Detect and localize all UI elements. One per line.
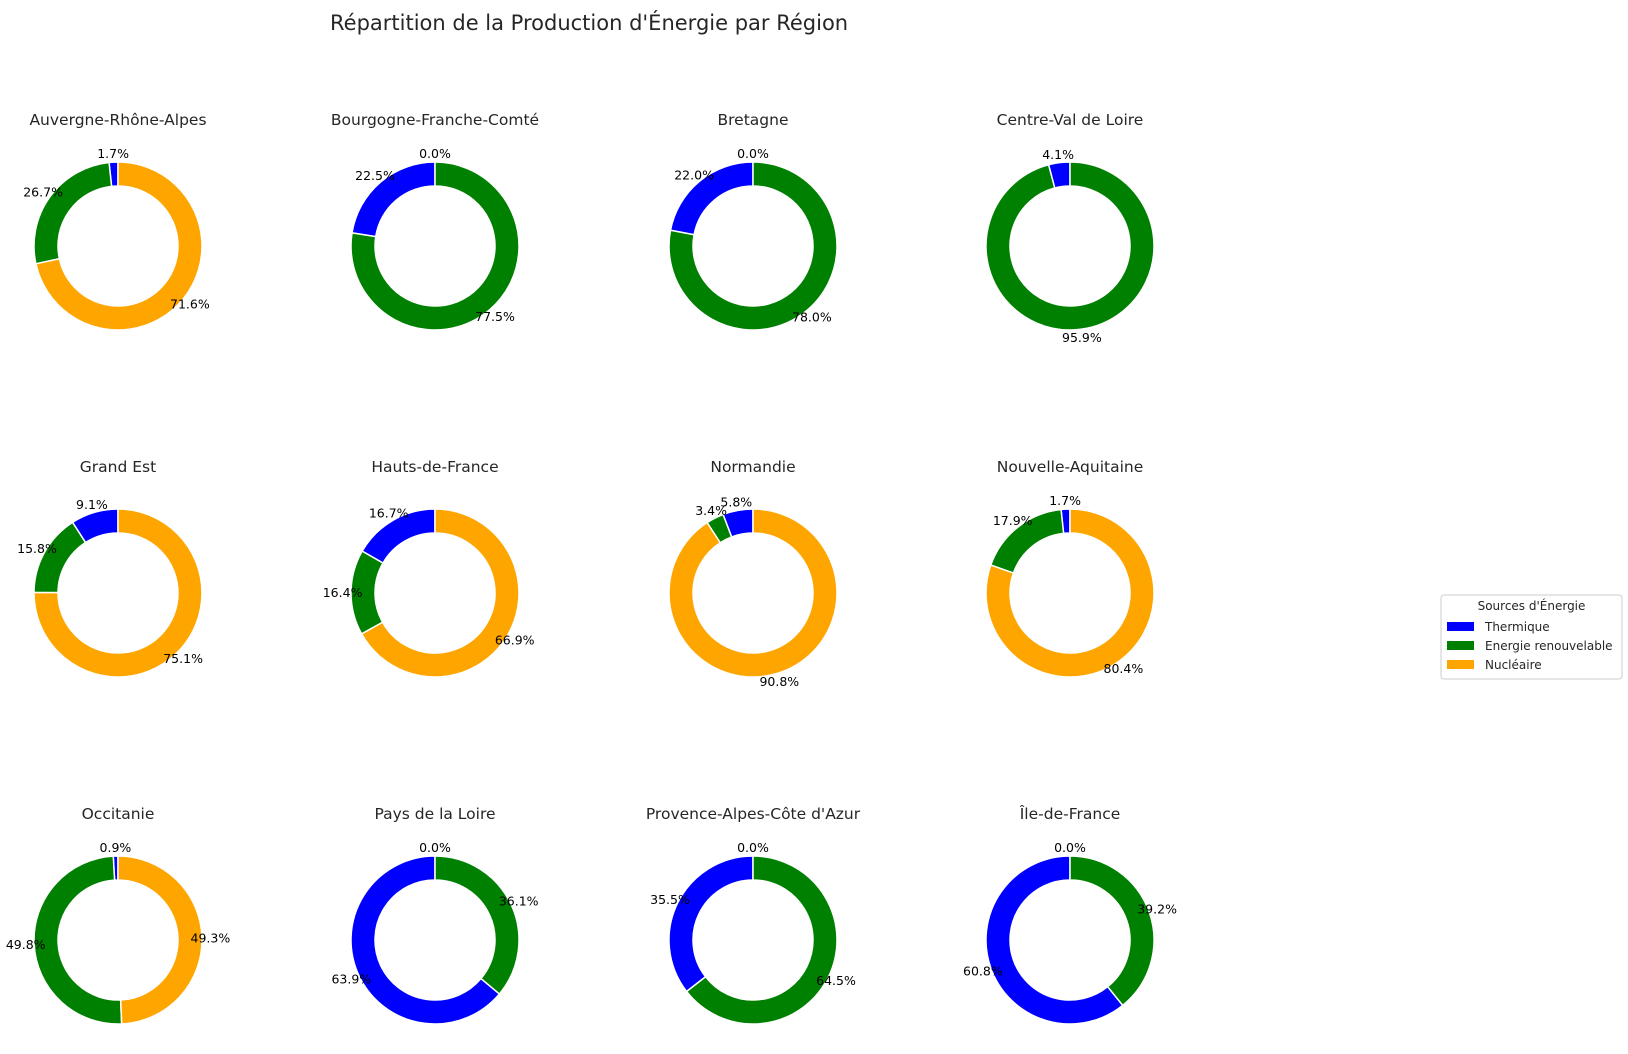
slice-energie-renouvelable: [985, 161, 1155, 331]
chart-title: Répartition de la Production d'Énergie p…: [330, 10, 848, 35]
slice-thermique: [350, 855, 501, 1025]
slice-thermique: [985, 855, 1124, 1025]
slice-label-nucleaire: 0.0%: [1054, 840, 1086, 855]
slice-energie-renouvelable: [668, 161, 838, 331]
slice-label-nucleaire: 90.8%: [759, 674, 799, 689]
slice-energie-renouvelable: [33, 521, 87, 594]
legend-frame: [1440, 594, 1623, 680]
donut-title: Provence-Alpes-Côte d'Azur: [646, 805, 861, 823]
slice-label-nucleaire: 0.0%: [419, 146, 451, 161]
slice-nucleaire: [360, 508, 520, 678]
donut-auvergne-rhone-alpes: Auvergne-Rhône-Alpes 1.7% 26.7% 71.6%: [23, 111, 210, 331]
slice-label-energie-renouvelable: 95.9%: [1062, 330, 1102, 345]
legend-label-thermique: Thermique: [1484, 620, 1550, 634]
slice-nucleaire: [985, 508, 1155, 678]
donut-title: Centre-Val de Loire: [997, 111, 1144, 129]
donut-title: Pays de la Loire: [374, 805, 495, 823]
slice-label-nucleaire: 66.9%: [495, 632, 535, 647]
donut-title: Auvergne-Rhône-Alpes: [29, 111, 206, 129]
donut-title: Île-de-France: [1019, 804, 1121, 823]
slice-energie-renouvelable: [33, 161, 113, 265]
slice-label-energie-renouvelable: 39.2%: [1137, 902, 1177, 917]
donut-bretagne: Bretagne 22.0% 78.0% 0.0%: [668, 111, 838, 331]
donut-occitanie: Occitanie 0.9% 49.8% 49.3%: [6, 805, 231, 1025]
slice-thermique: [668, 855, 754, 993]
legend: Sources d'Énergie Thermique Energie renouv…: [1440, 594, 1623, 680]
slice-label-thermique: 9.1%: [76, 497, 108, 512]
slice-label-nucleaire: 80.4%: [1104, 661, 1144, 676]
slice-label-thermique: 63.9%: [331, 972, 371, 987]
slice-label-thermique: 1.7%: [97, 146, 129, 161]
slice-label-thermique: 22.5%: [355, 168, 395, 183]
donut-normandie: Normandie 5.8%3.4% 90.8%: [668, 458, 838, 689]
slice-label-thermique: 60.8%: [963, 963, 1003, 978]
legend-label-nucleaire: Nucléaire: [1485, 658, 1542, 672]
legend-label-energie-renouvelable: Energie renouvelable: [1485, 639, 1613, 653]
slice-label-energie-renouvelable: 15.8%: [17, 541, 57, 556]
legend-title: Sources d'Énergie: [1478, 598, 1586, 613]
slice-label-nucleaire: 0.0%: [737, 840, 769, 855]
donut-nouvelle-aquitaine: Nouvelle-Aquitaine 1.7% 17.9% 80.4%: [985, 458, 1155, 678]
donut-bourgogne-franche-comte: Bourgogne-Franche-Comté 22.5% 77.5% 0.0%: [331, 111, 539, 331]
slice-label-thermique: 1.7%: [1049, 493, 1081, 508]
donut-title: Bretagne: [718, 111, 789, 129]
slice-label-thermique: 16.7%: [369, 506, 409, 521]
slice-label-nucleaire: 49.3%: [191, 931, 231, 946]
donut-title: Grand Est: [80, 458, 156, 476]
slice-label-energie-renouvelable: 17.9%: [993, 513, 1033, 528]
slice-energie-renouvelable: [350, 161, 520, 331]
slice-label-thermique: 35.5%: [650, 892, 690, 907]
slice-nucleaire: [668, 508, 838, 678]
donut-title: Bourgogne-Franche-Comté: [331, 111, 539, 129]
donut-title: Occitanie: [82, 805, 155, 823]
slice-nucleaire: [33, 508, 203, 678]
slice-label-energie-renouvelable: 77.5%: [475, 309, 515, 324]
slice-label-energie-renouvelable: 49.8%: [6, 937, 46, 952]
slice-label-energie-renouvelable: 16.4%: [323, 585, 363, 600]
slice-label-energie-renouvelable: 64.5%: [816, 973, 856, 988]
slice-label-nucleaire: 0.0%: [419, 840, 451, 855]
slice-label-energie-renouvelable: 36.1%: [499, 893, 539, 908]
slice-label-nucleaire: 71.6%: [170, 297, 210, 312]
legend-swatch-energie-renouvelable: [1447, 641, 1474, 650]
donut-ile-de-france: Île-de-France 60.8% 39.2% 0.0%: [963, 804, 1177, 1025]
slice-label-energie-renouvelable: 26.7%: [23, 184, 63, 199]
slice-label-energie-renouvelable: 3.4%: [695, 503, 727, 518]
slice-energie-renouvelable: [685, 855, 838, 1025]
slice-label-energie-renouvelable: 78.0%: [792, 310, 832, 325]
slice-energie-renouvelable: [434, 855, 520, 995]
donut-provence-alpes-cote-d-azur: Provence-Alpes-Côte d'Azur 35.5% 64.5% 0.0%: [646, 805, 861, 1025]
donut-title: Nouvelle-Aquitaine: [997, 458, 1144, 476]
slice-label-thermique: 4.1%: [1042, 147, 1074, 162]
slice-label-thermique: 5.8%: [720, 495, 752, 510]
legend-swatch-nucleaire: [1447, 660, 1474, 669]
slice-energie-renouvelable: [33, 855, 123, 1025]
donut-grid: Auvergne-Rhône-Alpes 1.7% 26.7% 71.6% Bourgo…: [6, 111, 1177, 1025]
slice-label-nucleaire: 0.0%: [737, 146, 769, 161]
donut-hauts-de-france: Hauts-de-France 16.7% 16.4% 66.9%: [323, 458, 535, 678]
donut-grand-est: Grand Est 9.1% 15.8% 75.1%: [17, 458, 203, 678]
slice-nucleaire: [117, 855, 203, 1025]
slice-label-thermique: 0.9%: [100, 840, 132, 855]
slice-label-thermique: 22.0%: [674, 167, 714, 182]
donut-title: Normandie: [710, 458, 795, 476]
slice-energie-renouvelable: [1069, 855, 1155, 1007]
donut-title: Hauts-de-France: [371, 458, 498, 476]
slice-label-nucleaire: 75.1%: [163, 651, 203, 666]
donut-pays-de-la-loire: Pays de la Loire 63.9% 36.1% 0.0%: [331, 805, 539, 1025]
legend-swatch-thermique: [1447, 622, 1474, 631]
slice-nucleaire: [35, 161, 203, 331]
donut-centre-val-de-loire: Centre-Val de Loire 4.1% 95.9%: [985, 111, 1155, 345]
